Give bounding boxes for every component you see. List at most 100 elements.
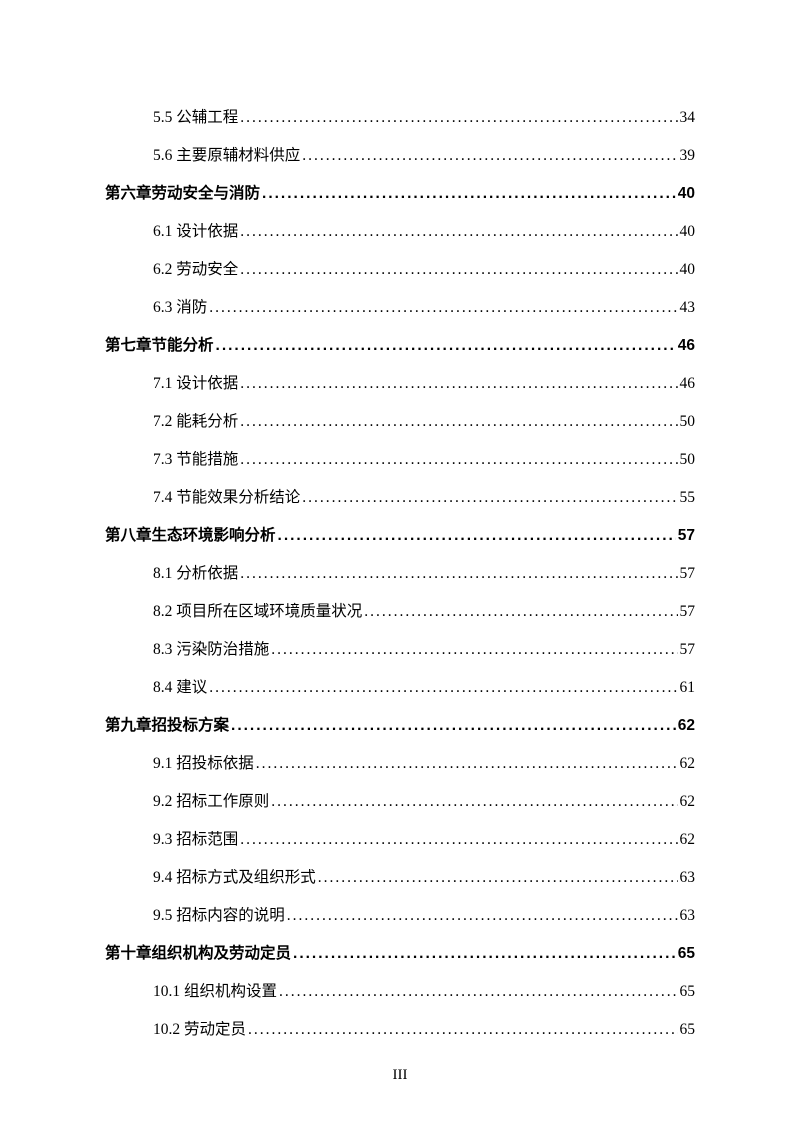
toc-sub-entry: 9.3 招标范围 62 (153, 832, 695, 848)
toc-sub-entry: 7.2 能耗分析 50 (153, 414, 695, 430)
toc-leader-dots (240, 832, 677, 848)
toc-entry-page: 57 (678, 528, 695, 544)
toc-entry-label: 8.3 污染防治措施 (153, 642, 269, 658)
toc-chapter-entry: 第七章节能分析 46 (105, 338, 695, 354)
toc-entry-page: 50 (680, 414, 696, 430)
toc-entry-page: 46 (680, 376, 696, 392)
toc-entry-page: 50 (680, 452, 696, 468)
toc-leader-dots (240, 224, 677, 240)
toc-entry-label: 8.1 分析依据 (153, 566, 238, 582)
toc-entry-label: 9.2 招标工作原则 (153, 794, 269, 810)
toc-leader-dots (240, 452, 677, 468)
toc-leader-dots (364, 604, 677, 620)
toc-leader-dots (262, 186, 676, 202)
toc-entry-page: 43 (680, 300, 696, 316)
toc-entry-page: 57 (680, 566, 696, 582)
toc-leader-dots (231, 718, 676, 734)
toc-leader-dots (302, 148, 677, 164)
toc-entry-label: 第十章组织机构及劳动定员 (105, 946, 291, 962)
toc-entry-label: 10.1 组织机构设置 (153, 984, 277, 1000)
toc-chapter-entry: 第十章组织机构及劳动定员 65 (105, 946, 695, 962)
toc-entry-label: 7.1 设计依据 (153, 376, 238, 392)
toc-leader-dots (216, 338, 676, 354)
toc-leader-dots (240, 262, 677, 278)
toc-sub-entry: 10.1 组织机构设置 65 (153, 984, 695, 1000)
toc-leader-dots (256, 756, 678, 772)
toc-leader-dots (240, 376, 677, 392)
toc-leader-dots (302, 490, 677, 506)
toc-leader-dots (248, 1022, 677, 1038)
toc-entry-page: 34 (680, 110, 696, 126)
toc-leader-dots (293, 946, 676, 962)
toc-chapter-entry: 第六章劳动安全与消防 40 (105, 186, 695, 202)
toc-entry-label: 9.5 招标内容的说明 (153, 908, 285, 924)
toc-sub-entry: 8.2 项目所在区域环境质量状况 57 (153, 604, 695, 620)
toc-entry-page: 62 (680, 794, 696, 810)
toc-sub-entry: 5.5 公辅工程 34 (153, 110, 695, 126)
toc-entry-label: 第七章节能分析 (105, 338, 214, 354)
toc-leader-dots (240, 110, 677, 126)
toc-entry-page: 57 (680, 604, 696, 620)
toc-sub-entry: 6.2 劳动安全 40 (153, 262, 695, 278)
toc-entry-page: 40 (680, 224, 696, 240)
toc-chapter-entry: 第八章生态环境影响分析 57 (105, 528, 695, 544)
toc-entry-page: 63 (680, 870, 696, 886)
toc-entry-page: 65 (680, 984, 696, 1000)
toc-leader-dots (240, 566, 677, 582)
toc-entry-label: 8.4 建议 (153, 680, 207, 696)
toc-entry-page: 61 (680, 680, 696, 696)
toc-sub-entry: 7.1 设计依据 46 (153, 376, 695, 392)
toc-leader-dots (278, 528, 676, 544)
toc-entry-label: 第六章劳动安全与消防 (105, 186, 260, 202)
toc-sub-entry: 5.6 主要原辅材料供应 39 (153, 148, 695, 164)
toc-entry-label: 9.3 招标范围 (153, 832, 238, 848)
toc-sub-entry: 7.3 节能措施 50 (153, 452, 695, 468)
toc-entry-label: 7.2 能耗分析 (153, 414, 238, 430)
toc-leader-dots (287, 908, 678, 924)
toc-leader-dots (209, 300, 677, 316)
toc-entry-label: 第八章生态环境影响分析 (105, 528, 276, 544)
toc-entry-label: 9.1 招投标依据 (153, 756, 254, 772)
table-of-contents: 5.5 公辅工程345.6 主要原辅材料供应39第六章劳动安全与消防406.1 … (105, 110, 695, 1038)
toc-sub-entry: 9.1 招投标依据 62 (153, 756, 695, 772)
toc-leader-dots (271, 794, 677, 810)
toc-sub-entry: 6.3 消防 43 (153, 300, 695, 316)
toc-leader-dots (209, 680, 677, 696)
toc-entry-label: 9.4 招标方式及组织形式 (153, 870, 316, 886)
toc-sub-entry: 9.2 招标工作原则 62 (153, 794, 695, 810)
toc-entry-page: 62 (678, 718, 695, 734)
toc-sub-entry: 7.4 节能效果分析结论 55 (153, 490, 695, 506)
toc-entry-label: 5.6 主要原辅材料供应 (153, 148, 300, 164)
toc-entry-label: 第九章招投标方案 (105, 718, 229, 734)
toc-sub-entry: 9.5 招标内容的说明 63 (153, 908, 695, 924)
toc-entry-page: 40 (678, 186, 695, 202)
toc-entry-page: 65 (680, 1022, 696, 1038)
toc-entry-label: 7.3 节能措施 (153, 452, 238, 468)
toc-entry-page: 63 (680, 908, 696, 924)
toc-entry-label: 8.2 项目所在区域环境质量状况 (153, 604, 362, 620)
toc-sub-entry: 8.4 建议 61 (153, 680, 695, 696)
toc-leader-dots (240, 414, 677, 430)
toc-sub-entry: 9.4 招标方式及组织形式 63 (153, 870, 695, 886)
toc-entry-page: 57 (680, 642, 696, 658)
toc-entry-label: 5.5 公辅工程 (153, 110, 238, 126)
toc-entry-label: 6.3 消防 (153, 300, 207, 316)
toc-chapter-entry: 第九章招投标方案 62 (105, 718, 695, 734)
toc-entry-page: 40 (680, 262, 696, 278)
toc-sub-entry: 8.1 分析依据 57 (153, 566, 695, 582)
toc-entry-page: 39 (680, 148, 696, 164)
toc-sub-entry: 8.3 污染防治措施 57 (153, 642, 695, 658)
toc-entry-page: 46 (678, 338, 695, 354)
toc-leader-dots (279, 984, 677, 1000)
toc-entry-page: 55 (680, 490, 696, 506)
toc-entry-page: 62 (680, 832, 696, 848)
toc-entry-label: 6.2 劳动安全 (153, 262, 238, 278)
toc-sub-entry: 6.1 设计依据40 (153, 224, 695, 240)
toc-entry-label: 10.2 劳动定员 (153, 1022, 246, 1038)
toc-entry-page: 65 (678, 946, 695, 962)
toc-leader-dots (318, 870, 678, 886)
toc-sub-entry: 10.2 劳动定员 65 (153, 1022, 695, 1038)
toc-entry-page: 62 (680, 756, 696, 772)
toc-leader-dots (271, 642, 677, 658)
toc-entry-label: 7.4 节能效果分析结论 (153, 490, 300, 506)
